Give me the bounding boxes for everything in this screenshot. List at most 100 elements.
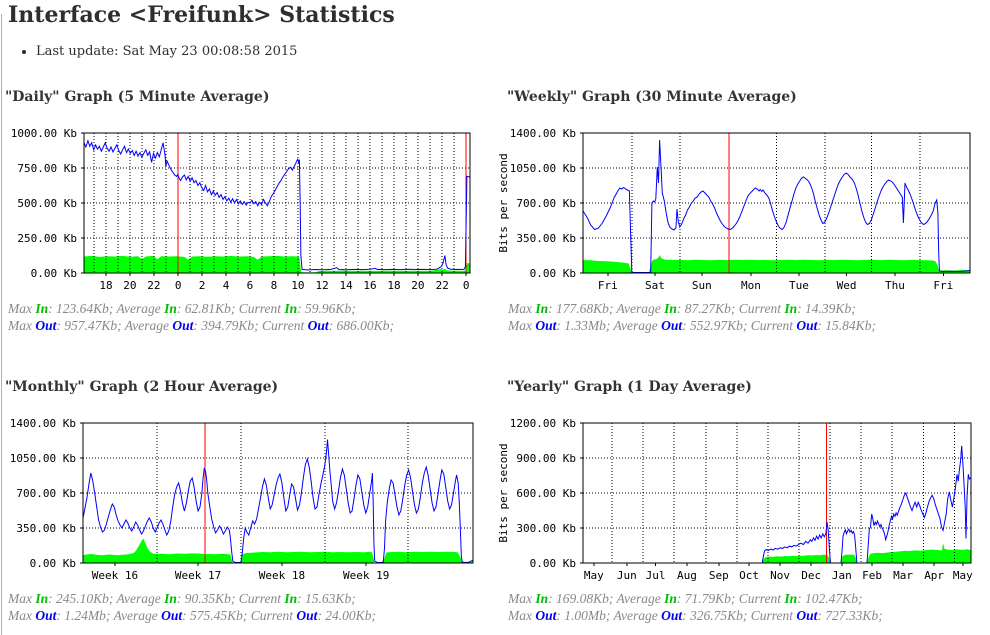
y-tick-label: 1400.00 Kb (510, 127, 576, 140)
y-tick-label: 600.00 Kb (516, 487, 576, 500)
section-heading-weekly: "Weekly" Graph (30 Minute Average) (507, 89, 797, 105)
out-label: Out (307, 317, 329, 333)
x-tick-label: Week 17 (175, 569, 221, 582)
out-label: Out (35, 317, 57, 333)
y-tick-label: 1400.00 Kb (10, 417, 76, 430)
y-axis-title: Bits per second (497, 153, 510, 252)
y-tick-label: 500.00 Kb (17, 197, 77, 210)
monthly-stats: Max In: 245.10Kb; Average In: 90.35Kb; C… (8, 591, 376, 624)
x-tick-label: 18 (99, 279, 112, 292)
x-tick-label: Wed (837, 279, 857, 292)
x-tick-label: Week 18 (259, 569, 305, 582)
y-tick-label: 300.00 Kb (516, 522, 576, 535)
out-label: Out (535, 607, 557, 623)
last-update: Last update: Sat May 23 00:08:58 2015 (36, 44, 297, 59)
x-tick-label: Thu (885, 279, 905, 292)
x-tick-label: 16 (363, 279, 376, 292)
out-label: Out (796, 607, 818, 623)
x-tick-label: Fri (598, 279, 618, 292)
out-stats-line: Max Out: 1.00Mb; Average Out: 326.75Kb; … (508, 607, 883, 623)
y-tick-label: 1000.00 Kb (11, 127, 77, 140)
plot-border (582, 422, 972, 564)
y-tick-label: 1050.00 Kb (10, 452, 76, 465)
section-heading-daily: "Daily" Graph (5 Minute Average) (5, 89, 270, 105)
out-label: Out (796, 317, 818, 333)
in-label: In (784, 301, 798, 316)
x-tick-label: Aug (677, 569, 697, 582)
x-tick-label: 20 (411, 279, 424, 292)
x-tick-label: May (584, 569, 604, 582)
daily-graph-image: 0.00 Kb 250.00 Kb 500.00 Kb 750.00 Kb 1000.0… (2, 116, 488, 292)
x-tick-label: Fri (933, 279, 953, 292)
x-tick-label: 2 (199, 279, 206, 292)
in-stats-line: Max In: 123.64Kb; Average In: 62.81Kb; C… (8, 301, 356, 316)
x-tick-label: 12 (316, 279, 329, 292)
out-label: Out (661, 317, 683, 333)
y-tick-label: 750.00 Kb (17, 162, 77, 175)
x-tick-label: Jul (646, 569, 666, 582)
out-series-line (761, 445, 972, 564)
page-title: Interface <Freifunk> Statistics (8, 2, 395, 28)
out-stats-line: Max Out: 1.33Mb; Average Out: 552.97Kb; … (508, 317, 876, 333)
in-series-area (583, 255, 970, 273)
in-label: In (284, 301, 298, 316)
in-label: In (784, 591, 798, 606)
yearly-stats: Max In: 169.08Kb; Average In: 71.79Kb; C… (508, 591, 883, 624)
x-tick-label: 6 (247, 279, 254, 292)
in-label: In (35, 591, 49, 606)
y-tick-label: 900.00 Kb (516, 452, 576, 465)
daily-stats: Max In: 123.64Kb; Average In: 62.81Kb; C… (8, 301, 394, 334)
y-tick-label: 1200.00 Kb (510, 417, 576, 430)
in-label: In (164, 591, 177, 606)
x-tick-label: Week 16 (92, 569, 138, 582)
in-label: In (164, 301, 177, 316)
x-tick-label: 0 (463, 279, 470, 292)
y-tick-label: 700.00 Kb (516, 197, 576, 210)
x-tick-label: 4 (223, 279, 230, 292)
y-tick-label: 1050.00 Kb (510, 162, 576, 175)
update-list: Last update: Sat May 23 00:08:58 2015 (8, 44, 297, 59)
x-tick-label: May (953, 569, 973, 582)
out-label: Out (661, 607, 683, 623)
y-tick-label: 0.00 Kb (31, 267, 77, 280)
out-label: Out (296, 607, 318, 623)
x-tick-label: Mar (893, 569, 913, 582)
in-stats-line: Max In: 177.68Kb; Average In: 87.27Kb; C… (508, 301, 856, 316)
x-tick-label: 20 (123, 279, 136, 292)
out-stats-line: Max Out: 957.47Kb; Average Out: 394.79Kb… (8, 317, 394, 333)
x-tick-label: 0 (175, 279, 182, 292)
in-label: In (284, 591, 298, 606)
page-left-border (1, 14, 2, 635)
x-tick-label: Sat (645, 279, 665, 292)
out-series-line (582, 139, 971, 273)
out-series-line (82, 439, 474, 564)
weekly-graph-image: 0.00 Kb 350.00 Kb 700.00 Kb 1050.00 Kb 1400.… (495, 116, 987, 292)
x-tick-label: Apr (924, 569, 944, 582)
section-heading-yearly: "Yearly" Graph (1 Day Average) (507, 379, 752, 395)
x-tick-label: Nov (770, 569, 790, 582)
out-stats-line: Max Out: 1.24Mb; Average Out: 575.45Kb; … (8, 607, 376, 623)
out-series-line (83, 139, 471, 271)
in-label: In (664, 301, 677, 316)
x-tick-label: Jun (617, 569, 637, 582)
in-series-area (762, 543, 971, 563)
y-tick-label: 0.00 Kb (30, 557, 76, 570)
in-label: In (535, 301, 549, 316)
in-label: In (664, 591, 677, 606)
in-stats-line: Max In: 169.08Kb; Average In: 71.79Kb; C… (508, 591, 863, 606)
x-tick-label: Dec (801, 569, 821, 582)
weekly-stats: Max In: 177.68Kb; Average In: 87.27Kb; C… (508, 301, 876, 334)
yearly-graph-image: 0.00 Kb 300.00 Kb 600.00 Kb 900.00 Kb 1200.0… (495, 406, 987, 582)
in-stats-line: Max In: 245.10Kb; Average In: 90.35Kb; C… (8, 591, 356, 606)
out-label: Out (35, 607, 57, 623)
x-tick-label: Sun (692, 279, 712, 292)
x-tick-label: Sep (709, 569, 729, 582)
x-tick-label: 22 (436, 279, 449, 292)
y-axis-title: Bits per second (497, 443, 510, 542)
x-tick-label: 10 (291, 279, 304, 292)
x-tick-label: Jan (832, 569, 852, 582)
y-tick-label: 700.00 Kb (16, 487, 76, 500)
x-tick-label: 14 (339, 279, 353, 292)
x-tick-label: Week 19 (343, 569, 389, 582)
